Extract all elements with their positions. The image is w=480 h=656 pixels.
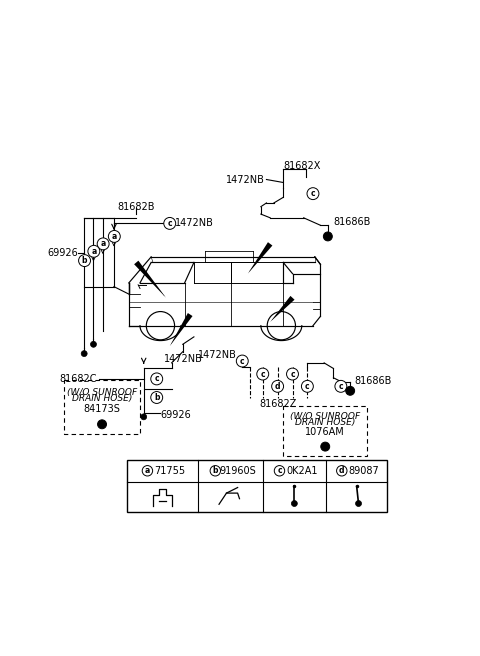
Text: 69926: 69926 [47,248,78,258]
Polygon shape [270,296,295,322]
Text: DRAIN HOSE): DRAIN HOSE) [72,394,132,403]
Text: d: d [339,466,345,476]
Text: 81686B: 81686B [334,216,371,226]
Circle shape [97,238,109,250]
Text: 81682Z: 81682Z [259,399,296,409]
Text: c: c [311,189,315,198]
Circle shape [108,230,120,242]
Text: c: c [290,369,295,379]
Circle shape [236,355,248,367]
Text: a: a [145,466,150,476]
Circle shape [324,232,332,241]
Text: a: a [100,239,106,249]
Circle shape [81,350,87,357]
Text: c: c [305,382,310,391]
Circle shape [97,420,107,429]
Text: DRAIN HOSE): DRAIN HOSE) [295,418,355,427]
Text: c: c [155,375,159,383]
Text: 81682B: 81682B [118,201,155,212]
Text: a: a [91,247,96,256]
Polygon shape [170,313,192,346]
Text: 81682X: 81682X [283,161,321,171]
Circle shape [151,392,163,403]
Polygon shape [134,260,166,298]
Circle shape [274,466,285,476]
Circle shape [356,501,361,506]
Text: 1472NB: 1472NB [175,218,214,228]
Circle shape [141,414,147,420]
Circle shape [142,466,153,476]
Text: 81686B: 81686B [354,377,391,386]
Text: 81682C: 81682C [60,374,97,384]
Text: 91960S: 91960S [219,466,256,476]
Text: 1076AM: 1076AM [305,426,345,437]
Circle shape [321,442,330,451]
Circle shape [335,380,347,392]
Text: c: c [261,369,265,379]
Circle shape [210,466,220,476]
Text: c: c [277,466,282,476]
Text: 1472NB: 1472NB [164,354,203,364]
Text: 69926: 69926 [160,410,191,420]
Circle shape [336,466,347,476]
Circle shape [346,386,355,396]
Text: b: b [154,393,159,402]
Circle shape [164,217,176,230]
Circle shape [287,368,299,380]
Text: (W/O SUNROOF: (W/O SUNROOF [67,388,137,397]
Text: (W/O SUNROOF: (W/O SUNROOF [290,411,360,420]
Text: b: b [213,466,218,476]
Text: c: c [168,219,172,228]
Text: 1472NB: 1472NB [198,350,237,360]
Circle shape [151,373,163,385]
Polygon shape [248,242,273,274]
Text: 1472NB: 1472NB [226,174,264,184]
Text: a: a [112,232,117,241]
Text: b: b [82,256,87,265]
Text: c: c [240,357,245,365]
Text: 71755: 71755 [154,466,185,476]
Circle shape [291,501,297,506]
Text: 84173S: 84173S [84,404,120,415]
Text: d: d [275,382,280,391]
Text: 0K2A1: 0K2A1 [286,466,318,476]
Circle shape [91,341,96,347]
Text: c: c [338,382,343,391]
Circle shape [272,380,284,392]
Circle shape [88,245,100,257]
Circle shape [301,380,313,392]
Text: 89087: 89087 [349,466,380,476]
Circle shape [307,188,319,199]
Circle shape [79,255,91,266]
Circle shape [257,368,269,380]
